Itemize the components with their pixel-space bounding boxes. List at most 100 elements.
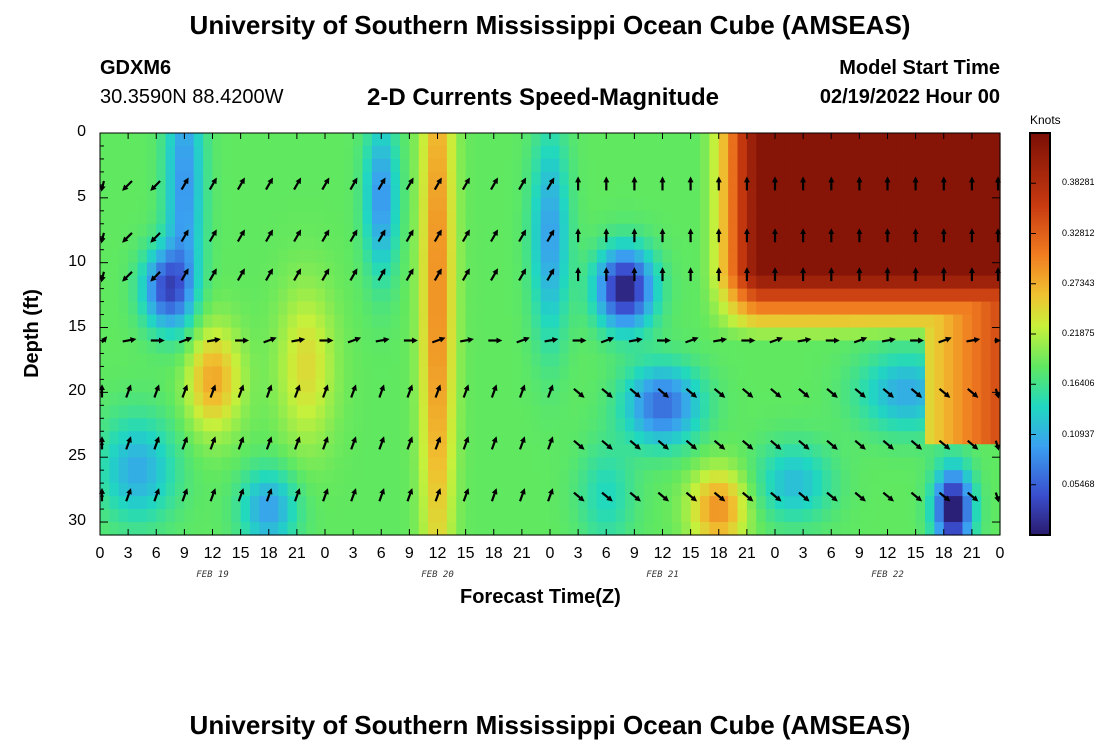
heatmap-cell <box>625 483 635 497</box>
heatmap-cell <box>137 145 148 160</box>
heatmap-cell <box>259 236 270 251</box>
heatmap-cell <box>521 483 532 497</box>
heatmap-cell <box>887 340 898 355</box>
heatmap-cell <box>596 522 607 536</box>
heatmap-cell <box>465 171 476 186</box>
heatmap-cell <box>868 133 879 147</box>
current-arrow <box>966 337 981 343</box>
heatmap-cell <box>700 418 710 432</box>
heatmap-cell <box>100 509 110 523</box>
heatmap-cell <box>793 327 804 342</box>
heatmap-cell <box>634 171 645 186</box>
heatmap-cell <box>746 275 757 290</box>
heatmap-cell <box>681 444 692 458</box>
heatmap-cell <box>746 366 757 380</box>
heatmap-cell <box>981 340 992 355</box>
heatmap-cell <box>250 236 260 251</box>
heatmap-cell <box>540 262 551 277</box>
heatmap-cell <box>334 275 345 290</box>
heatmap-cell <box>709 197 720 212</box>
heatmap-cell <box>671 314 682 329</box>
heatmap-cell <box>362 340 373 355</box>
heatmap-cell <box>793 314 804 329</box>
heatmap-cell <box>859 496 870 510</box>
heatmap-cell <box>840 210 851 225</box>
heatmap-cell <box>334 262 345 277</box>
heatmap-cell <box>165 210 176 225</box>
heatmap-cell <box>746 509 757 523</box>
heatmap-cell <box>531 184 542 199</box>
heatmap-cell <box>971 405 982 419</box>
heatmap-cell <box>437 133 448 147</box>
heatmap-cell <box>390 197 401 212</box>
heatmap-cell <box>456 483 467 497</box>
heatmap-cell <box>325 223 335 238</box>
heatmap-cell <box>896 431 907 445</box>
heatmap-cell <box>512 509 523 523</box>
heatmap-cell <box>484 470 495 484</box>
heatmap-cell <box>521 249 532 264</box>
heatmap-cell <box>493 366 504 380</box>
heatmap-cell <box>446 366 457 380</box>
heatmap-cell <box>465 288 476 303</box>
heatmap-cell <box>578 275 589 290</box>
heatmap-cell <box>437 353 448 368</box>
heatmap-cell <box>418 418 429 432</box>
heatmap-cell <box>212 158 223 173</box>
heatmap-cell <box>118 301 129 316</box>
heatmap-cell <box>493 444 504 458</box>
heatmap-cell <box>925 133 935 147</box>
heatmap-cell <box>325 210 335 225</box>
heatmap-cell <box>240 275 251 290</box>
heatmap-cell <box>868 418 879 432</box>
heatmap-cell <box>784 379 795 393</box>
heatmap-cell <box>896 210 907 225</box>
heatmap-cell <box>925 405 935 419</box>
heatmap-cell <box>296 275 307 290</box>
heatmap-cell <box>100 353 110 368</box>
heatmap-cell <box>737 522 748 536</box>
heatmap-cell <box>971 249 982 264</box>
heatmap-cell <box>643 249 654 264</box>
heatmap-cell <box>109 483 120 497</box>
heatmap-cell <box>418 353 429 368</box>
heatmap-cell <box>606 483 617 497</box>
heatmap-cell <box>165 418 176 432</box>
heatmap-cell <box>165 133 176 147</box>
heatmap-cell <box>700 262 710 277</box>
heatmap-cell <box>821 288 832 303</box>
heatmap-cell <box>756 171 767 186</box>
heatmap-cell <box>643 366 654 380</box>
heatmap-cell <box>137 327 148 342</box>
heatmap-cell <box>371 197 382 212</box>
heatmap-cell <box>118 275 129 290</box>
heatmap-cell <box>221 444 232 458</box>
heatmap-cell <box>962 483 973 497</box>
heatmap-cell <box>568 223 579 238</box>
current-arrow <box>237 488 245 502</box>
heatmap-cell <box>175 405 185 419</box>
heatmap-cell <box>484 288 495 303</box>
heatmap-cell <box>906 249 917 264</box>
heatmap-cell <box>700 366 710 380</box>
heatmap-cell <box>943 405 954 419</box>
heatmap-cell <box>671 340 682 355</box>
heatmap-cell <box>315 158 326 173</box>
heatmap-cell <box>128 353 139 368</box>
heatmap-cell <box>653 418 664 432</box>
heatmap-cell <box>718 223 729 238</box>
heatmap-cell <box>568 275 579 290</box>
heatmap-cell <box>456 379 467 393</box>
heatmap-cell <box>250 133 260 147</box>
heatmap-cell <box>765 379 776 393</box>
current-arrow <box>854 491 866 502</box>
heatmap-cell <box>503 379 514 393</box>
heatmap-cell <box>653 301 664 316</box>
heatmap-cell <box>325 133 335 147</box>
current-arrow <box>741 491 754 502</box>
heatmap-cell <box>990 340 1001 355</box>
heatmap-cell <box>550 483 560 497</box>
heatmap-cell <box>775 366 785 380</box>
heatmap-cell <box>381 431 392 445</box>
heatmap-cell <box>578 236 589 251</box>
